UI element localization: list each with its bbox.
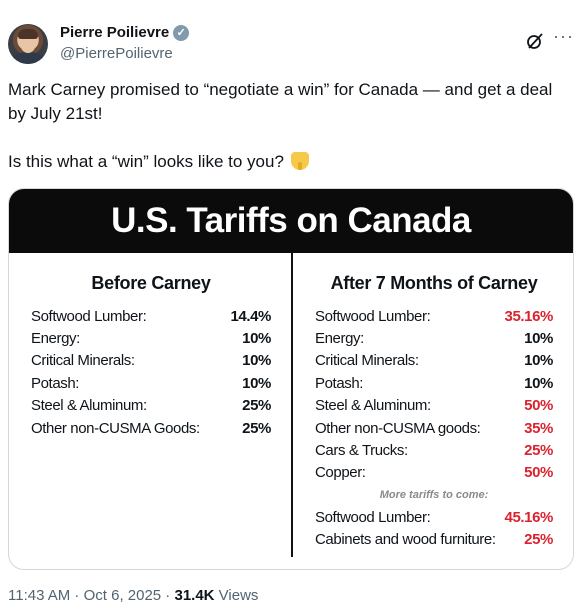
before-row: Other non-CUSMA Goods: 25% <box>31 417 271 439</box>
coming-row-label: Cabinets and wood furniture: <box>315 531 496 549</box>
grok-icon[interactable] <box>526 32 544 50</box>
after-rows: Softwood Lumber: 35.16% Energy: 10% Critical… <box>315 305 553 484</box>
after-column: After 7 Months of Carney Softwood Lumber… <box>315 253 553 551</box>
pointing-down-emoji-icon <box>290 152 309 170</box>
after-row: Potash: 10% <box>315 372 553 394</box>
before-row-label: Steel & Aluminum: <box>31 397 147 415</box>
author-name[interactable]: Pierre Poilievre <box>60 24 170 41</box>
after-row-value: 35% <box>524 419 553 437</box>
tweet-line-2: Is this what a “win” looks like to you? <box>8 150 574 174</box>
tweet-line-2-text: Is this what a “win” looks like to you? <box>8 152 284 171</box>
after-row: Copper: 50% <box>315 462 553 484</box>
coming-rows: Softwood Lumber: 45.16% Cabinets and wood … <box>315 506 553 551</box>
after-row-value: 50% <box>524 397 553 415</box>
coming-row: Cabinets and wood furniture: 25% <box>315 529 553 551</box>
after-row-value: 25% <box>524 442 553 460</box>
before-row-value: 25% <box>242 397 271 415</box>
after-row-label: Potash: <box>315 374 364 392</box>
before-row-value: 10% <box>242 352 271 370</box>
after-row: Energy: 10% <box>315 327 553 349</box>
tweet-line-1: Mark Carney promised to “negotiate a win… <box>8 80 553 123</box>
before-row-value: 10% <box>242 374 271 392</box>
after-row-label: Softwood Lumber: <box>315 307 431 325</box>
after-row: Softwood Lumber: 35.16% <box>315 305 553 327</box>
before-row-value: 25% <box>242 419 271 437</box>
coming-row-value: 45.16% <box>504 508 554 526</box>
after-row-label: Copper: <box>315 464 366 482</box>
after-row-label: Steel & Aluminum: <box>315 397 431 415</box>
after-row-label: Critical Minerals: <box>315 352 419 370</box>
coming-row: Softwood Lumber: 45.16% <box>315 506 553 528</box>
author-handle[interactable]: @PierrePoilievre <box>60 45 173 62</box>
before-row-value: 10% <box>242 330 271 348</box>
after-heading: After 7 Months of Carney <box>330 273 538 293</box>
views-label: Views <box>214 587 259 604</box>
after-row-label: Other non-CUSMA goods: <box>315 419 481 437</box>
graphic-title: U.S. Tariffs on Canada <box>9 189 573 253</box>
before-column: Before Carney Softwood Lumber: 14.4% Energ… <box>31 253 271 439</box>
before-row-label: Energy: <box>31 330 80 348</box>
coming-row-value: 25% <box>524 531 553 549</box>
avatar[interactable] <box>8 24 48 64</box>
before-rows: Softwood Lumber: 14.4% Energy: 10% Critical … <box>31 305 271 439</box>
verified-badge-icon: ✓ <box>173 24 190 41</box>
coming-row-label: Softwood Lumber: <box>315 508 431 526</box>
before-row-label: Critical Minerals: <box>31 352 135 370</box>
before-row: Steel & Aluminum: 25% <box>31 395 271 417</box>
more-options-icon[interactable]: ··· <box>553 26 574 46</box>
after-row-value: 35.16% <box>504 307 554 325</box>
before-row: Potash: 10% <box>31 372 271 394</box>
tweet-header: Pierre Poilievre ✓ @PierrePoilievre ··· <box>8 20 576 70</box>
after-row: Critical Minerals: 10% <box>315 350 553 372</box>
tweet-meta: 11:43 AM · Oct 6, 2025 · 31.4K Views <box>8 587 258 604</box>
after-row-label: Energy: <box>315 330 364 348</box>
after-row-value: 50% <box>524 464 553 482</box>
before-heading: Before Carney <box>91 273 211 293</box>
tweet-text: Mark Carney promised to “negotiate a win… <box>8 78 574 174</box>
before-row-label: Other non-CUSMA Goods: <box>31 419 200 437</box>
before-row-label: Potash: <box>31 374 80 392</box>
before-row: Critical Minerals: 10% <box>31 350 271 372</box>
column-divider <box>291 253 293 557</box>
after-row-value: 10% <box>524 352 553 370</box>
views-count: 31.4K <box>174 587 215 604</box>
before-row: Energy: 10% <box>31 327 271 349</box>
tariff-graphic[interactable]: U.S. Tariffs on Canada Before Carney Sof… <box>8 188 574 570</box>
after-row-value: 10% <box>524 330 553 348</box>
after-row-label: Cars & Trucks: <box>315 442 408 460</box>
before-row-label: Softwood Lumber: <box>31 307 147 325</box>
after-row: Cars & Trucks: 25% <box>315 439 553 461</box>
after-row: Other non-CUSMA goods: 35% <box>315 417 553 439</box>
before-row-value: 14.4% <box>230 307 271 325</box>
author-name-row[interactable]: Pierre Poilievre ✓ <box>60 24 190 41</box>
coming-label: More tariffs to come: <box>379 489 489 502</box>
tweet-timestamp[interactable]: 11:43 AM · Oct 6, 2025 · <box>8 587 175 604</box>
after-row-value: 10% <box>524 374 553 392</box>
after-row: Steel & Aluminum: 50% <box>315 395 553 417</box>
before-row: Softwood Lumber: 14.4% <box>31 305 271 327</box>
